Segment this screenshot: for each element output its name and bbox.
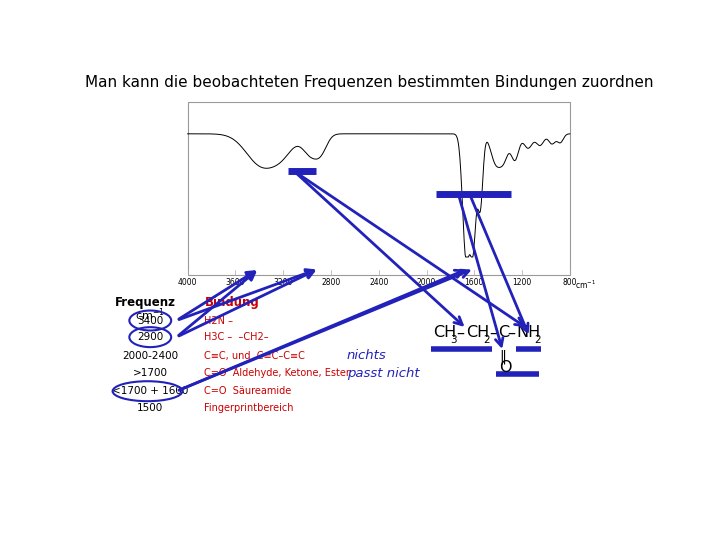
Text: 3200: 3200: [274, 278, 293, 287]
Text: 2400: 2400: [369, 278, 389, 287]
Text: CH: CH: [433, 326, 456, 341]
Text: Bindung: Bindung: [204, 295, 259, 308]
Text: 4000: 4000: [178, 278, 197, 287]
Text: 2900: 2900: [137, 332, 163, 342]
Text: 800: 800: [562, 278, 577, 287]
Text: ‖: ‖: [500, 349, 506, 364]
Text: passt nicht: passt nicht: [347, 367, 419, 380]
Text: Fingerprintbereich: Fingerprintbereich: [204, 403, 294, 413]
Text: nichts: nichts: [347, 349, 387, 362]
Text: H2N –: H2N –: [204, 315, 233, 326]
Text: CH: CH: [466, 326, 490, 341]
Text: >1700: >1700: [132, 368, 168, 379]
Text: 2000: 2000: [417, 278, 436, 287]
Text: 1600: 1600: [464, 278, 484, 287]
Text: H3C –  –CH2–: H3C – –CH2–: [204, 332, 269, 342]
Text: NH: NH: [517, 326, 541, 341]
Text: Frequenz: Frequenz: [115, 295, 176, 308]
Text: cm$^{-1}$: cm$^{-1}$: [575, 278, 596, 291]
Text: C≡C, und  C≡C–C≡C: C≡C, und C≡C–C≡C: [204, 351, 305, 361]
Text: –: –: [456, 326, 464, 341]
Text: 2800: 2800: [321, 278, 341, 287]
Text: Man kann die beobachteten Frequenzen bestimmten Bindungen zuordnen: Man kann die beobachteten Frequenzen bes…: [85, 75, 653, 90]
Text: 3400: 3400: [137, 315, 163, 326]
Text: 2: 2: [483, 335, 490, 346]
Text: 2000-2400: 2000-2400: [122, 351, 179, 361]
Text: C=O  Säureamide: C=O Säureamide: [204, 386, 292, 396]
Text: 2: 2: [535, 335, 541, 346]
Text: –: –: [508, 326, 516, 341]
Text: <1700 + 1600: <1700 + 1600: [112, 386, 189, 396]
Text: C=O  Aldehyde, Ketone, Ester: C=O Aldehyde, Ketone, Ester: [204, 368, 350, 379]
Text: 1500: 1500: [137, 403, 163, 413]
Text: 1200: 1200: [513, 278, 532, 287]
FancyBboxPatch shape: [188, 102, 570, 275]
Text: O: O: [499, 360, 511, 375]
Text: C: C: [498, 326, 510, 341]
Text: 3: 3: [451, 335, 457, 346]
Text: cm$^{-1}$: cm$^{-1}$: [135, 307, 165, 323]
Text: 3600: 3600: [225, 278, 246, 287]
Text: –: –: [490, 326, 498, 341]
